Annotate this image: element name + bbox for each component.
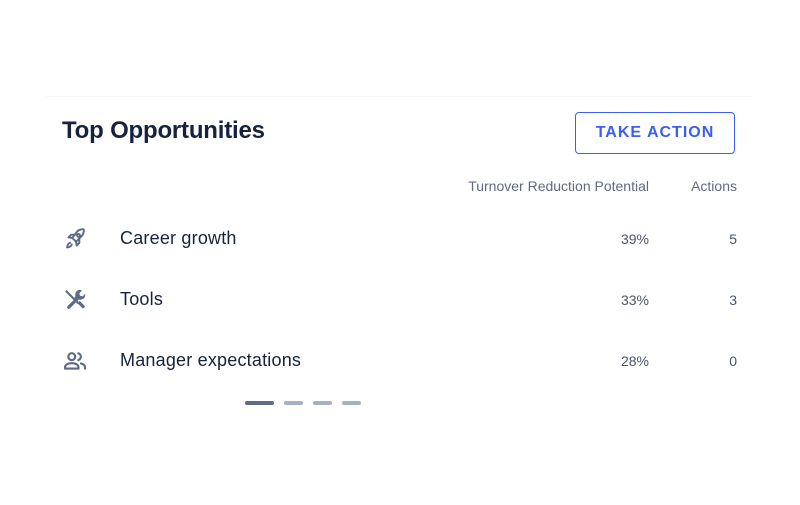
opportunity-potential: 33% [620, 292, 649, 308]
pager-dot[interactable] [313, 401, 332, 405]
opportunity-label: Tools [120, 289, 164, 309]
pager-dot[interactable] [284, 401, 303, 405]
pager-dot[interactable] [342, 401, 361, 405]
opportunity-row-tools[interactable]: Tools 33% 3 [46, 280, 752, 320]
rocket-icon [62, 226, 88, 252]
card-title: Top Opportunities [62, 117, 265, 144]
take-action-button[interactable]: TAKE ACTION [575, 112, 735, 154]
column-header-potential: Turnover Reduction Potential [468, 178, 649, 194]
opportunity-actions-count: 5 [729, 231, 737, 247]
column-header-actions: Actions [691, 178, 737, 194]
carousel-pager [245, 401, 361, 405]
opportunity-label: Manager expectations [120, 350, 302, 370]
top-opportunities-card: Top Opportunities TAKE ACTION Turnover R… [46, 96, 752, 427]
people-icon [62, 348, 88, 374]
opportunity-actions-count: 0 [729, 353, 737, 369]
tools-icon [62, 287, 88, 313]
opportunity-potential: 28% [620, 353, 649, 369]
opportunity-actions-count: 3 [729, 292, 737, 308]
opportunity-label: Career growth [120, 228, 237, 248]
opportunity-potential: 39% [620, 231, 649, 247]
opportunity-row-manager-expectations[interactable]: Manager expectations 28% 0 [46, 341, 752, 381]
opportunity-row-career-growth[interactable]: Career growth 39% 5 [46, 219, 752, 259]
pager-dot-active[interactable] [245, 401, 274, 405]
